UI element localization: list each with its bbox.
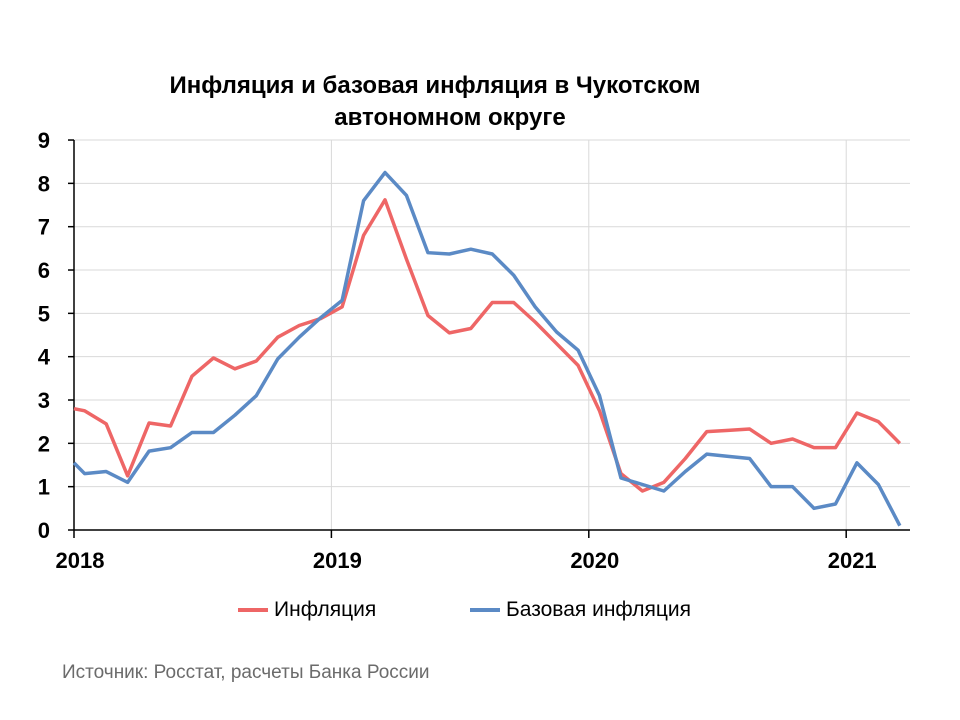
chart-title-line-2: автономном округе (334, 104, 566, 131)
y-tick-label: 0 (38, 518, 50, 543)
y-tick-label: 8 (38, 171, 50, 196)
y-tick-label: 1 (38, 475, 50, 500)
y-tick-label: 5 (38, 301, 50, 326)
y-tick-label: 4 (38, 345, 51, 370)
chart-title-line-1: Инфляция и базовая инфляция в Чукотском (169, 72, 701, 99)
y-tick-label: 2 (38, 431, 50, 456)
legend-item-core-inflation: Базовая инфляция (470, 598, 691, 622)
y-tick-label: 6 (38, 258, 50, 283)
y-tick-label: 7 (38, 215, 50, 240)
legend-item-inflation: Инфляция (238, 598, 376, 622)
legend-label-inflation: Инфляция (274, 598, 377, 621)
legend-swatch-inflation (238, 608, 268, 612)
x-tick-label: 2018 (56, 548, 105, 573)
source-note: Источник: Росстат, расчеты Банка России (62, 662, 430, 683)
legend-label-core-inflation: Базовая инфляция (506, 598, 692, 621)
y-tick-label: 9 (38, 128, 50, 153)
x-tick-label: 2020 (570, 548, 619, 573)
x-tick-label: 2021 (828, 548, 877, 573)
x-tick-label: 2019 (313, 548, 362, 573)
y-tick-label: 3 (38, 388, 50, 413)
legend-swatch-core-inflation (470, 608, 500, 612)
series-line-core-inflation (72, 170, 902, 527)
series-line-inflation (73, 198, 902, 493)
